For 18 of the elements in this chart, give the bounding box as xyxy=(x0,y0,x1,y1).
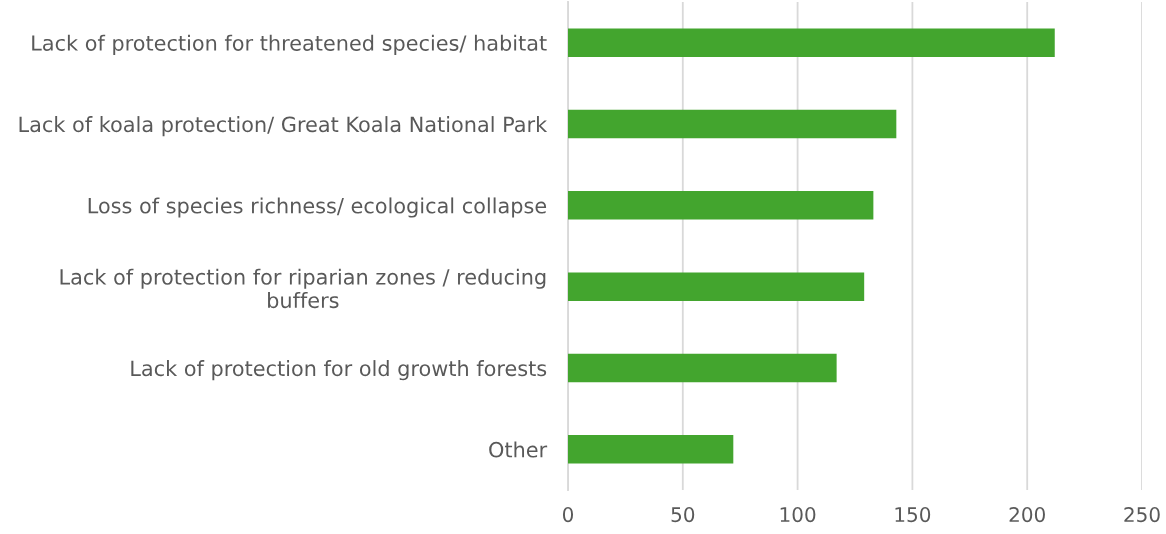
y-tick-label: Lack of protection for threatened species/ habitat xyxy=(32,34,547,55)
bar xyxy=(568,28,1055,57)
y-tick-label: Lack of koala protection/ Great Koala National Park xyxy=(19,116,548,137)
x-tick-label: 200 xyxy=(1009,507,1045,523)
bar xyxy=(568,191,874,220)
y-tick-label: Other xyxy=(489,441,548,458)
y-tick-label: Loss of species richness/ ecological collapse xyxy=(88,197,547,218)
x-tick-label: 50 xyxy=(671,507,695,523)
x-tick-label: 150 xyxy=(895,507,931,523)
bar xyxy=(568,109,897,139)
y-tick-label: Lack of protection for riparian zones / reducing buffers xyxy=(60,268,546,309)
x-tick-label: 0 xyxy=(562,507,574,523)
bar xyxy=(568,272,865,301)
x-tick-label: 100 xyxy=(780,507,816,523)
y-tick-label: Lack of protection for old growth forests xyxy=(131,360,547,381)
bar xyxy=(568,435,734,464)
bar xyxy=(568,353,837,383)
x-tick-label: 250 xyxy=(1124,507,1160,523)
